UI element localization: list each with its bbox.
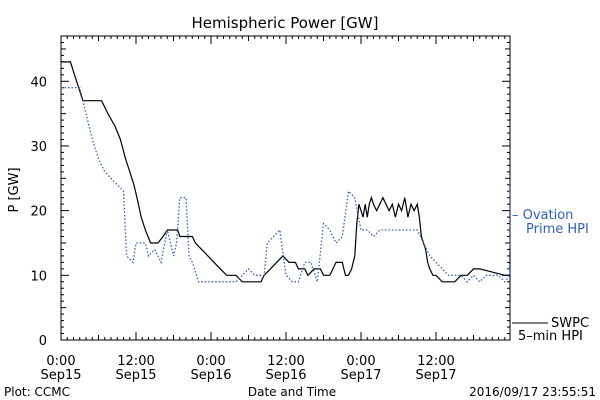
x-tick-label-time: 12:00 bbox=[267, 354, 304, 369]
chart-title: Hemispheric Power [GW] bbox=[192, 14, 379, 32]
x-axis: 0:00Sep1512:00Sep150:00Sep1612:00Sep160:… bbox=[40, 36, 506, 383]
x-tick-label-day: Sep16 bbox=[190, 368, 231, 383]
x-tick-label-time: 12:00 bbox=[417, 354, 454, 369]
x-tick-label-day: Sep17 bbox=[340, 368, 381, 383]
y-tick-label: 0 bbox=[39, 334, 47, 349]
series-layer bbox=[61, 61, 511, 283]
legend-ovation-line1: – Ovation bbox=[512, 208, 573, 223]
y-axis-label: P [GW] bbox=[7, 167, 22, 212]
series-swpc-line bbox=[61, 61, 511, 283]
y-tick-label: 30 bbox=[30, 140, 47, 155]
plot-credit: Plot: CCMC bbox=[4, 385, 70, 399]
series-ovation-line bbox=[61, 87, 511, 283]
x-tick-label-day: Sep17 bbox=[415, 368, 456, 383]
plot-timestamp: 2016/09/17 23:55:51 bbox=[469, 385, 596, 399]
legend-ovation-line2: Prime HPI bbox=[526, 222, 589, 237]
x-tick-label-time: 0:00 bbox=[196, 354, 225, 369]
legend-swpc-line1: SWPC bbox=[551, 316, 589, 331]
y-tick-label: 40 bbox=[30, 75, 47, 90]
x-tick-label-time: 12:00 bbox=[117, 354, 154, 369]
y-tick-label: 20 bbox=[30, 205, 47, 220]
y-tick-label: 10 bbox=[30, 269, 47, 284]
x-tick-label-day: Sep15 bbox=[115, 368, 156, 383]
legend-swpc-line2: 5–min HPI bbox=[518, 329, 583, 344]
x-axis-label: Date and Time bbox=[248, 385, 336, 399]
x-tick-label-day: Sep15 bbox=[40, 368, 81, 383]
x-tick-label-day: Sep16 bbox=[265, 368, 306, 383]
x-tick-label-time: 0:00 bbox=[346, 354, 375, 369]
x-tick-label-time: 0:00 bbox=[46, 354, 75, 369]
